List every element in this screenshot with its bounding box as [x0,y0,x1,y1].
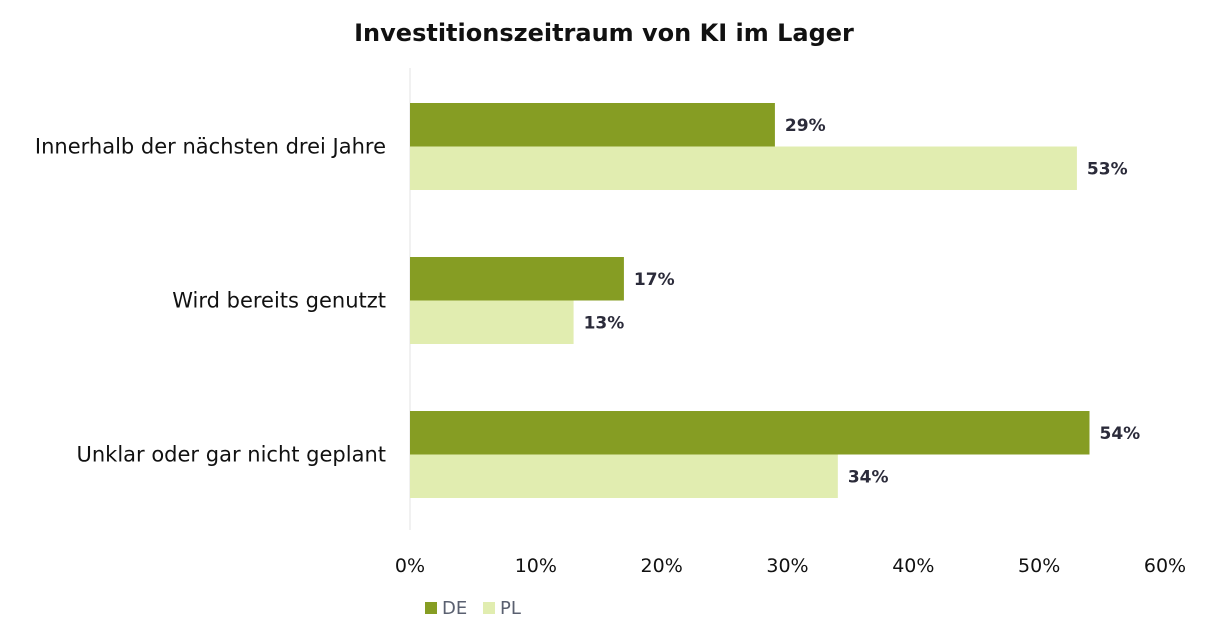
x-tick-label: 0% [395,555,425,577]
legend-swatch-de [425,602,437,614]
bar-pl [410,300,574,344]
category-label: Unklar oder gar nicht geplant [76,443,386,467]
x-tick-label: 10% [515,555,557,577]
bar-de [410,411,1090,455]
data-label: 53% [1087,159,1128,179]
x-tick-label: 20% [641,555,683,577]
data-label: 29% [785,116,826,136]
x-axis-ticks: 0% 10% 20% 30% 40% 50% 60% [395,555,1186,577]
bar-pl [410,146,1077,190]
bar-de [410,257,624,301]
bar-pl [410,454,838,498]
data-label: 34% [848,467,889,487]
category-label: Wird bereits genutzt [172,289,386,313]
chart-title: Investitionszeitraum von KI im Lager [354,19,854,47]
legend: DE PL [425,598,521,619]
legend-label-pl: PL [500,598,521,619]
category-label: Innerhalb der nächsten drei Jahre [35,135,386,159]
data-label: 17% [634,270,675,290]
x-tick-label: 40% [892,555,934,577]
bars-layer [410,103,1090,498]
x-tick-label: 30% [766,555,808,577]
data-label: 54% [1100,424,1141,444]
labels-layer: Innerhalb der nächsten drei Jahre 29% 53% W… [35,116,1140,488]
bar-de [410,103,775,147]
x-tick-label: 50% [1018,555,1060,577]
legend-label-de: DE [442,598,467,619]
x-tick-label: 60% [1144,555,1186,577]
legend-swatch-pl [483,602,495,614]
data-label: 13% [584,313,625,333]
